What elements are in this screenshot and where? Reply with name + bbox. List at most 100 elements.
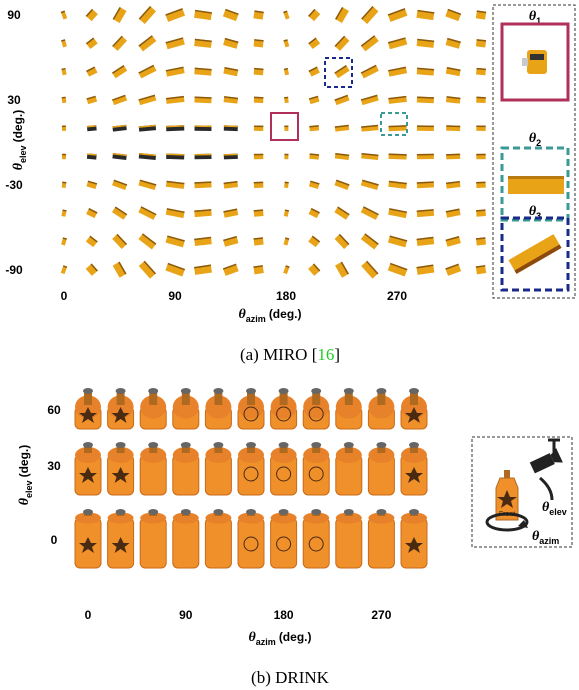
bus-thumbnail [61, 237, 67, 245]
bus-thumbnail [476, 97, 486, 103]
bus-thumbnail [61, 265, 67, 274]
bus-thumbnail [476, 39, 486, 47]
bus-thumbnail [446, 181, 461, 189]
bottle [205, 442, 231, 495]
bus-thumbnail [446, 96, 461, 104]
bus-oblique [508, 234, 561, 274]
bottle [271, 509, 297, 568]
bus-thumbnail [389, 125, 407, 131]
bus-thumbnail [417, 39, 435, 48]
bottle [303, 509, 329, 568]
bus-thumbnail [335, 234, 350, 249]
bus-thumbnail [194, 10, 212, 20]
bottle-cap [181, 442, 191, 448]
bottle [205, 509, 231, 568]
bus-thumbnail [335, 153, 349, 160]
bus-body [361, 35, 379, 51]
bus-thumbnail [87, 153, 97, 159]
bottle-cap [344, 388, 354, 394]
bottle [75, 388, 101, 429]
bus-stripe [476, 154, 485, 156]
bus-thumbnail [284, 154, 288, 159]
bus-stripe [476, 125, 485, 127]
bus-stripe [194, 154, 211, 156]
bus-thumbnail [194, 181, 211, 188]
bus-thumbnail [224, 125, 238, 131]
bottle-cap [311, 388, 321, 394]
y-axis-label: θelev(deg.) [11, 110, 28, 170]
bus-thumbnail [361, 233, 379, 249]
bottle [173, 442, 199, 495]
bus-thumbnail [476, 154, 485, 159]
bus-thumbnail [166, 153, 184, 159]
bus-thumbnail [166, 235, 185, 247]
bottle [238, 442, 264, 495]
bus-thumbnail [223, 236, 238, 247]
bus-thumbnail [445, 264, 461, 276]
bus-thumbnail [388, 37, 407, 49]
bus-thumbnail [139, 261, 156, 279]
bus-thumbnail [417, 68, 434, 76]
caption: (b) DRINK [251, 668, 330, 687]
bottle-body [303, 518, 329, 568]
bus-thumbnail [112, 234, 127, 249]
bus-body [388, 8, 408, 22]
bottle [271, 442, 297, 495]
bus-thumbnail [476, 237, 486, 245]
bus-thumbnail [361, 6, 378, 24]
bus-thumbnail [194, 209, 211, 217]
miro-grid [61, 6, 486, 279]
bus-stripe [195, 125, 212, 127]
bus-thumbnail [166, 96, 185, 104]
bus-body [223, 264, 239, 276]
bus-thumbnail [194, 237, 212, 246]
bottle-cap [246, 442, 256, 448]
bus-thumbnail [283, 265, 289, 274]
bottle-cap [279, 509, 289, 515]
bus-thumbnail [308, 236, 320, 248]
bus-thumbnail [194, 68, 211, 76]
bus-thumbnail [416, 10, 434, 20]
bus-side [508, 176, 564, 194]
bottle [108, 442, 134, 495]
bus-thumbnail [138, 95, 156, 105]
bus-thumbnail [138, 35, 156, 51]
bottle [238, 388, 264, 429]
bus-thumbnail [166, 125, 184, 131]
bus-thumbnail [254, 97, 264, 103]
bus-thumbnail [86, 38, 98, 50]
bus-body [223, 9, 239, 21]
bottle [368, 388, 394, 429]
bottle-cap [409, 388, 419, 394]
bus-thumbnail [388, 208, 407, 218]
x-tick-label: 180 [276, 289, 296, 303]
x-label: θazim(deg.) [239, 307, 302, 324]
bottle-body [205, 518, 231, 568]
bottle [303, 442, 329, 495]
bus-thumbnail [335, 262, 349, 278]
bottle-cap [376, 388, 386, 394]
bus-thumbnail [113, 262, 127, 278]
bus-thumbnail [361, 95, 379, 105]
bus-body [361, 6, 378, 24]
bottle [336, 442, 362, 495]
bottle-cap [376, 509, 386, 515]
bus-body [138, 35, 156, 51]
bus-thumbnail [335, 36, 350, 51]
x-tick-label: 0 [61, 289, 68, 303]
bottle [401, 388, 427, 429]
bus-thumbnail [224, 154, 238, 160]
bottle [271, 388, 297, 429]
bottle-cap [83, 442, 93, 448]
figure: θelev(deg.) θazim(deg.) θ1 θ2 θ3 (a) MIR… [0, 0, 579, 690]
bottle-cap [116, 509, 126, 515]
bus-thumbnail [86, 96, 97, 104]
bus-stripe [62, 125, 66, 127]
bus-thumbnail [112, 206, 127, 219]
bottle [173, 388, 199, 429]
bus-thumbnail [112, 153, 126, 160]
bus-thumbnail [224, 181, 239, 189]
bus-thumbnail [417, 209, 434, 217]
bus-thumbnail [112, 180, 127, 190]
bottle-cap [344, 509, 354, 515]
